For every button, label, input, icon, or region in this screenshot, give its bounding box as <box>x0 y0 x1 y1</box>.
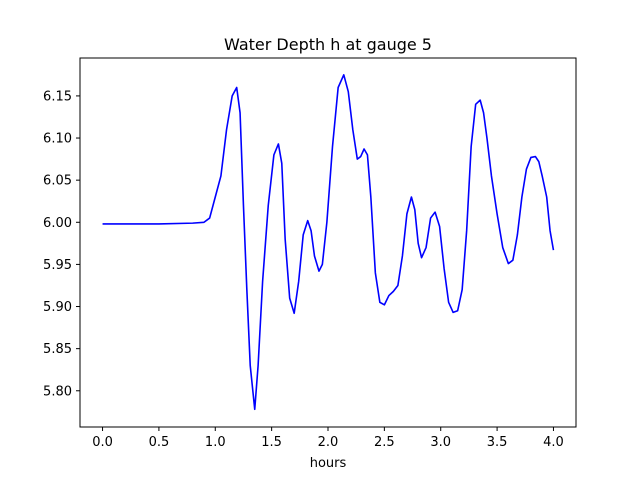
y-tick-label: 5.85 <box>43 342 72 357</box>
x-tick-label: 1.0 <box>205 435 226 450</box>
y-tick-label: 5.95 <box>43 258 72 273</box>
y-tick-label: 5.90 <box>43 300 72 315</box>
y-tick-label: 6.05 <box>43 174 72 189</box>
y-tick-label: 6.15 <box>43 89 72 104</box>
y-tick-label: 5.80 <box>43 384 72 399</box>
x-tick-label: 3.0 <box>430 435 451 450</box>
x-tick-label: 0.5 <box>149 435 170 450</box>
x-tick-label: 4.0 <box>543 435 564 450</box>
y-tick-label: 6.00 <box>43 216 72 231</box>
x-tick-label: 2.0 <box>318 435 339 450</box>
x-tick-label: 1.5 <box>261 435 282 450</box>
chart-title: Water Depth h at gauge 5 <box>224 35 432 54</box>
y-tick-label: 6.10 <box>43 132 72 147</box>
x-tick-label: 0.0 <box>92 435 113 450</box>
x-tick-label: 3.5 <box>487 435 508 450</box>
x-axis-label: hours <box>310 456 347 471</box>
x-tick-label: 2.5 <box>374 435 395 450</box>
